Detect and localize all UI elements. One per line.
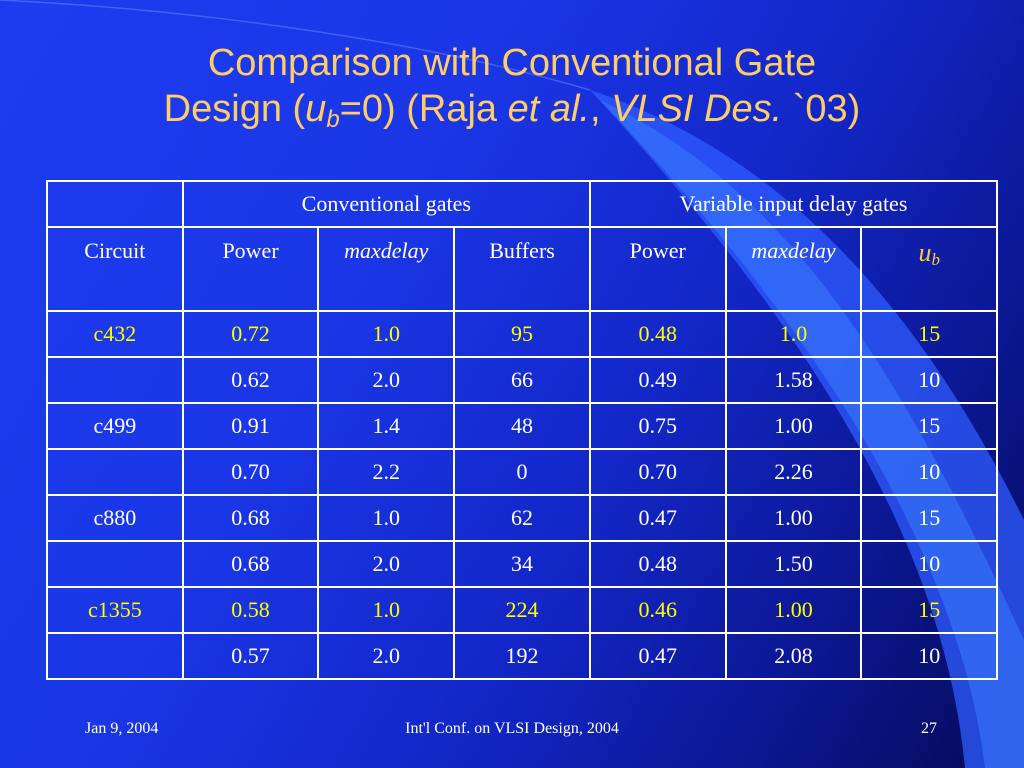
conventional-gates-header: Conventional gates [181, 180, 591, 228]
value-cell: 62 [453, 494, 591, 542]
value-cell: 2.0 [317, 356, 456, 404]
title-eq: =0) [339, 88, 396, 130]
table-row: c880 0.68 1.0 62 0.47 1.00 15 [46, 494, 998, 542]
circuit-cell: c880 [46, 494, 184, 542]
title-sub-b: b [326, 106, 340, 133]
value-cell: 2.0 [317, 632, 456, 680]
value-cell: 48 [453, 402, 591, 450]
circuit-cell: c432 [46, 310, 184, 358]
col-header-buffers: Buffers [453, 226, 591, 312]
value-cell: 1.00 [724, 586, 863, 634]
col-header-maxdelay-vid: maxdelay [724, 226, 863, 312]
group-header-row: Conventional gates Variable input delay … [46, 180, 999, 228]
value-cell: 95 [453, 310, 591, 358]
value-cell: 1.50 [724, 540, 863, 588]
value-cell: 0.70 [181, 448, 320, 496]
ub-b: b [931, 250, 940, 269]
value-cell: 2.08 [724, 632, 863, 680]
value-cell: 0.46 [588, 586, 727, 634]
value-cell: 34 [453, 540, 591, 588]
title-comma: , [589, 88, 612, 130]
title-u: u [305, 88, 327, 130]
value-cell: 10 [860, 448, 998, 496]
title-year: `03) [782, 88, 861, 130]
value-cell: 0.49 [588, 356, 727, 404]
value-cell: 1.4 [317, 402, 456, 450]
title-vlsi: VLSI Des. [611, 88, 783, 130]
table-row: 0.70 2.2 0 0.70 2.26 10 [46, 448, 998, 496]
empty-corner-cell [46, 180, 184, 228]
col-header-power-vid: Power [588, 226, 727, 312]
value-cell: 1.0 [317, 494, 456, 542]
value-cell: 0.75 [588, 402, 727, 450]
value-cell: 0.62 [181, 356, 320, 404]
value-cell: 0 [453, 448, 591, 496]
value-cell: 1.00 [724, 402, 863, 450]
slide-title: Comparison with Conventional Gate Design… [0, 40, 1024, 143]
value-cell: 0.72 [181, 310, 320, 358]
value-cell: 15 [860, 586, 998, 634]
table-row: 0.68 2.0 34 0.48 1.50 10 [46, 540, 998, 588]
value-cell: 15 [860, 494, 998, 542]
circuit-cell [46, 632, 184, 680]
value-cell: 1.00 [724, 494, 863, 542]
footer-page-number: 27 [921, 720, 937, 737]
value-cell: 192 [453, 632, 591, 680]
column-header-row: Circuit Power maxdelay Buffers Power max… [46, 226, 998, 312]
title-line-2: Design (ub=0) (Raja et al., VLSI Des. `0… [0, 86, 1024, 143]
circuit-cell [46, 540, 184, 588]
title-line-1: Comparison with Conventional Gate [207, 42, 817, 84]
variable-input-delay-header: Variable input delay gates [588, 180, 999, 228]
footer-date: Jan 9, 2004 [85, 720, 159, 737]
value-cell: 224 [453, 586, 591, 634]
table-row: c499 0.91 1.4 48 0.75 1.00 15 [46, 402, 998, 450]
value-cell: 0.70 [588, 448, 727, 496]
value-cell: 0.58 [181, 586, 320, 634]
title-etal: et al. [507, 88, 590, 130]
value-cell: 0.91 [181, 402, 320, 450]
ub-u: u [918, 238, 932, 267]
value-cell: 1.0 [724, 310, 863, 358]
value-cell: 10 [860, 356, 998, 404]
value-cell: 15 [860, 402, 998, 450]
value-cell: 0.57 [181, 632, 320, 680]
value-cell: 0.47 [588, 632, 727, 680]
col-header-power: Power [181, 226, 320, 312]
value-cell: 0.68 [181, 494, 320, 542]
circuit-cell: c499 [46, 402, 184, 450]
table-row: 0.62 2.0 66 0.49 1.58 10 [46, 356, 998, 404]
title-raja: (Raja [395, 88, 508, 130]
value-cell: 1.0 [317, 586, 456, 634]
col-header-circuit: Circuit [46, 226, 184, 312]
col-header-maxdelay: maxdelay [317, 226, 456, 312]
footer-conference: Int'l Conf. on VLSI Design, 2004 [405, 720, 619, 737]
comparison-table: Conventional gates Variable input delay … [46, 180, 999, 680]
value-cell: 15 [860, 310, 998, 358]
col-header-ub: ub [860, 226, 998, 312]
circuit-cell [46, 356, 184, 404]
value-cell: 0.68 [181, 540, 320, 588]
value-cell: 0.48 [588, 310, 727, 358]
title-design: Design ( [163, 88, 306, 130]
value-cell: 10 [860, 632, 998, 680]
value-cell: 2.2 [317, 448, 456, 496]
value-cell: 10 [860, 540, 998, 588]
table-row: 0.57 2.0 192 0.47 2.08 10 [46, 632, 998, 680]
value-cell: 1.0 [317, 310, 456, 358]
value-cell: 0.48 [588, 540, 727, 588]
circuit-cell [46, 448, 184, 496]
value-cell: 66 [453, 356, 591, 404]
value-cell: 2.0 [317, 540, 456, 588]
circuit-cell: c1355 [46, 586, 184, 634]
table-row: c1355 0.58 1.0 224 0.46 1.00 15 [46, 586, 998, 634]
value-cell: 0.47 [588, 494, 727, 542]
value-cell: 1.58 [724, 356, 863, 404]
table-row: c432 0.72 1.0 95 0.48 1.0 15 [46, 310, 998, 358]
table-body: c432 0.72 1.0 95 0.48 1.0 15 0.62 2.0 66 0.49 1.58 1… [46, 310, 998, 680]
value-cell: 2.26 [724, 448, 863, 496]
